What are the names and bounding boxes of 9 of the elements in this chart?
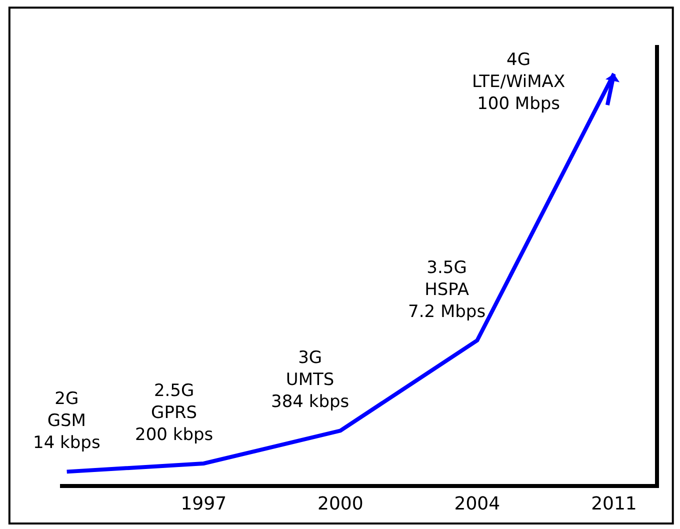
annotation: 2G GSM 14 kbps [33,389,100,454]
annotation: 4G LTE/WiMAX 100 Mbps [472,50,566,114]
annotation: 3.5G HSPA 7.2 Mbps [408,258,486,322]
x-tick-label: 1997 [180,494,227,515]
annotation: 2.5G GPRS 200 kbps [135,381,214,446]
x-tick-label: 2000 [317,494,364,515]
x-tick-label: 2011 [591,494,637,515]
annotation: 3G UMTS 384 kbps [271,348,350,412]
x-tick-label: 2004 [454,494,500,515]
